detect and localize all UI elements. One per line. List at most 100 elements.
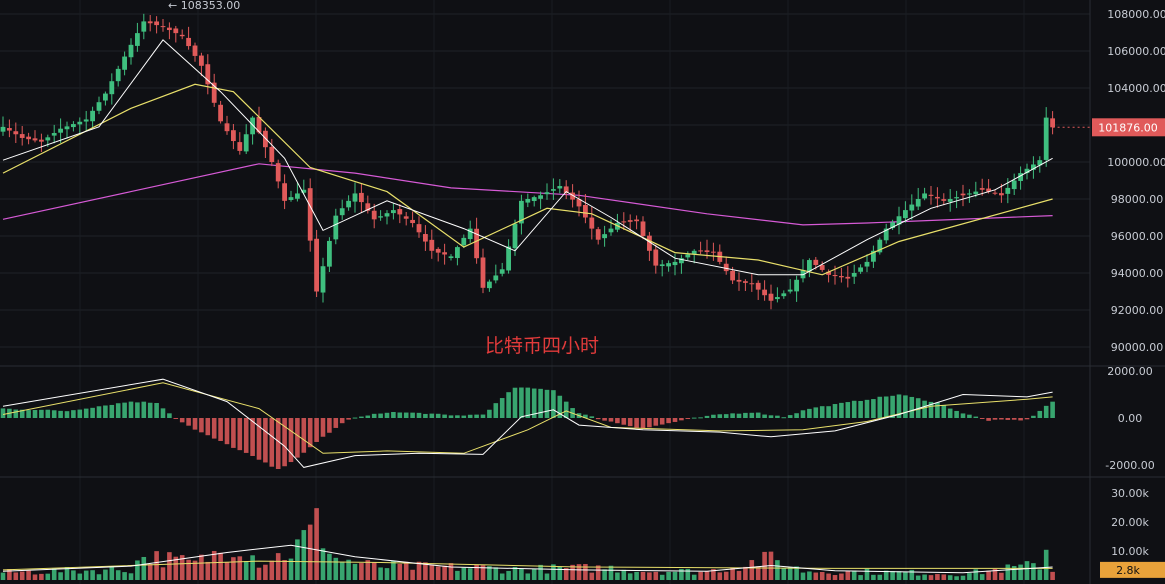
candle-body — [813, 259, 819, 265]
volume-bar — [890, 571, 895, 580]
volume-bar — [1050, 571, 1055, 580]
candle-body — [845, 276, 851, 279]
macd-histogram-bar — [743, 412, 748, 418]
macd-histogram-bar — [512, 387, 518, 418]
macd-tick-label: -2000.00 — [1105, 459, 1154, 472]
macd-histogram-bar — [467, 414, 473, 418]
volume-bar — [269, 560, 275, 580]
candle-body — [371, 210, 377, 220]
candle-body — [327, 240, 332, 267]
macd-histogram-bar — [704, 415, 710, 418]
candle-body — [359, 192, 364, 203]
candle-body — [653, 249, 659, 266]
candle-body — [192, 45, 198, 56]
volume-bar — [883, 570, 889, 580]
volume-bar — [845, 570, 851, 580]
volume-bar — [557, 567, 563, 580]
macd-histogram-bar — [928, 401, 934, 418]
volume-bar — [941, 574, 947, 580]
candle-body — [96, 102, 102, 111]
volume-bar — [218, 552, 223, 580]
candle-body — [877, 239, 883, 253]
candle-body — [461, 237, 467, 246]
volume-bar — [77, 573, 83, 580]
macd-histogram-bar — [877, 396, 883, 418]
macd-histogram-bar — [461, 415, 467, 418]
volume-bar — [378, 567, 383, 580]
candle-body — [135, 33, 140, 46]
candle-body — [736, 279, 742, 282]
candle-body — [19, 134, 25, 138]
candle-body — [787, 289, 793, 292]
candle-body — [250, 117, 255, 135]
volume-bar — [807, 571, 812, 580]
volume-panel — [0, 508, 1055, 580]
candle-body — [83, 119, 89, 122]
macd-histogram-bar — [391, 411, 396, 418]
candle-body — [455, 247, 460, 259]
volume-bar — [621, 569, 627, 580]
macd-histogram-bar — [685, 418, 691, 419]
volume-bar — [595, 565, 601, 580]
volume-bar — [1043, 549, 1049, 580]
volume-bar — [711, 569, 716, 580]
volume-bar — [39, 573, 44, 580]
candle-body — [416, 224, 422, 233]
macd-histogram-bar — [595, 418, 601, 420]
macd-histogram-bar — [77, 409, 83, 418]
volume-bar — [717, 572, 723, 580]
volume-bar — [826, 573, 831, 580]
macd-histogram-bar — [365, 415, 371, 418]
candle-body — [218, 104, 223, 122]
candle-body — [45, 137, 51, 141]
candle-body — [403, 216, 409, 219]
volume-bar — [327, 553, 332, 580]
volume-bar — [58, 572, 63, 580]
macd-histogram-bar — [1037, 410, 1043, 418]
volume-bar — [864, 568, 870, 580]
volume-bar — [186, 559, 191, 580]
volume-bar — [128, 573, 134, 580]
macd-histogram-bar — [147, 402, 153, 418]
volume-bar — [903, 572, 908, 580]
candle-body — [199, 55, 204, 66]
volume-bar — [730, 567, 735, 580]
candle-body — [179, 34, 185, 37]
volume-bar — [672, 571, 678, 580]
candle-body — [621, 221, 627, 223]
volume-bar — [551, 564, 556, 580]
macd-histogram-bar — [653, 418, 659, 426]
price-axis: 108000.00106000.00104000.00102000.001000… — [1052, 8, 1165, 578]
volume-bar — [0, 572, 6, 580]
volume-bar — [211, 550, 217, 580]
candle-body — [928, 194, 934, 196]
volume-bar — [519, 568, 524, 580]
candle-body — [58, 128, 63, 133]
volume-bar — [224, 562, 230, 580]
candle-body — [839, 276, 844, 278]
macd-histogram-bar — [410, 412, 415, 418]
volume-bar — [263, 564, 268, 580]
macd-histogram-bar — [1024, 418, 1030, 420]
macd-histogram-bar — [723, 414, 729, 418]
candle-body — [378, 216, 383, 218]
volume-bar — [499, 573, 505, 580]
macd-histogram-bar — [237, 418, 243, 451]
macd-histogram-bar — [531, 388, 537, 418]
volume-bar — [103, 569, 108, 580]
candle-body — [627, 220, 633, 222]
volume-bar — [467, 568, 473, 580]
candle-body — [282, 183, 287, 201]
macd-histogram-bar — [64, 411, 70, 418]
macd-histogram-bar — [96, 406, 102, 418]
volume-bar — [954, 576, 959, 580]
macd-histogram-bar — [250, 418, 255, 456]
candle-body — [794, 279, 799, 292]
volume-bar — [928, 575, 934, 580]
macd-histogram-bar — [429, 413, 435, 418]
candle-body — [442, 252, 447, 255]
macd-histogram-bar — [307, 418, 313, 448]
volume-bar — [947, 575, 953, 580]
candle-body — [493, 275, 499, 281]
candle-body — [781, 293, 787, 297]
